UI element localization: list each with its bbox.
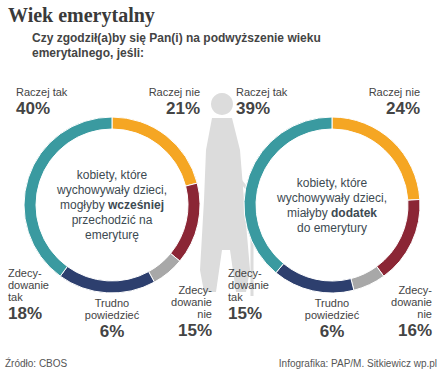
- svg-text:kobiety, które: kobiety, które: [77, 168, 148, 182]
- svg-text:18%: 18%: [8, 304, 42, 323]
- svg-text:6%: 6%: [100, 322, 125, 341]
- svg-text:powiedzieć: powiedzieć: [305, 309, 360, 321]
- svg-text:15%: 15%: [228, 304, 262, 323]
- svg-text:emerytalnego, jeśli:: emerytalnego, jeśli:: [32, 46, 144, 60]
- svg-text:wcześniej: wcześniej: [107, 198, 164, 212]
- svg-text:Zdecy-: Zdecy-: [228, 267, 262, 279]
- svg-text:Raczej nie: Raczej nie: [149, 86, 200, 98]
- svg-text:do emerytury: do emerytury: [297, 221, 367, 235]
- svg-text:Raczej nie: Raczej nie: [369, 86, 420, 98]
- svg-text:Infografika: PAP/M. Sitkiewicz: Infografika: PAP/M. Sitkiewicz wp.pl: [279, 358, 437, 369]
- svg-text:miałyby: miałyby: [287, 206, 331, 220]
- svg-text:Zdecy-: Zdecy-: [398, 284, 432, 296]
- svg-text:Wiek emerytalny: Wiek emerytalny: [8, 4, 155, 27]
- svg-text:powiedzieć: powiedzieć: [85, 309, 140, 321]
- svg-text:nie: nie: [197, 308, 212, 320]
- svg-text:dodatek: dodatek: [331, 206, 377, 220]
- svg-text:Czy zgodził(a)by się Pan(i) na: Czy zgodził(a)by się Pan(i) na podwyższe…: [32, 31, 321, 45]
- svg-text:mogłyby: mogłyby: [60, 198, 108, 212]
- svg-text:21%: 21%: [166, 99, 200, 118]
- svg-text:16%: 16%: [398, 321, 432, 340]
- svg-text:dowanie: dowanie: [8, 279, 49, 291]
- svg-text:przechodzić na: przechodzić na: [72, 213, 153, 227]
- svg-text:wychowywały dzieci,: wychowywały dzieci,: [56, 183, 167, 197]
- svg-text:dowanie: dowanie: [391, 296, 432, 308]
- svg-text:nie: nie: [417, 308, 432, 320]
- svg-text:39%: 39%: [236, 99, 270, 118]
- svg-text:6%: 6%: [320, 322, 345, 341]
- svg-text:tak: tak: [8, 291, 23, 303]
- svg-text:Trudno: Trudno: [95, 297, 129, 309]
- svg-text:24%: 24%: [386, 99, 420, 118]
- svg-text:Raczej tak: Raczej tak: [16, 86, 68, 98]
- svg-text:emeryturę: emeryturę: [85, 228, 139, 242]
- svg-text:Źródło: CBOS: Źródło: CBOS: [5, 357, 68, 369]
- svg-text:dowanie: dowanie: [228, 279, 269, 291]
- svg-text:Raczej tak: Raczej tak: [236, 86, 288, 98]
- svg-text:Zdecy-: Zdecy-: [178, 284, 212, 296]
- svg-text:40%: 40%: [16, 99, 50, 118]
- svg-text:tak: tak: [228, 291, 243, 303]
- svg-text:Zdecy-: Zdecy-: [8, 267, 42, 279]
- svg-text:15%: 15%: [178, 321, 212, 340]
- svg-text:dowanie: dowanie: [171, 296, 212, 308]
- svg-text:wychowywały dzieci,: wychowywały dzieci,: [276, 191, 387, 205]
- svg-text:Trudno: Trudno: [315, 297, 349, 309]
- svg-text:kobiety, które: kobiety, które: [297, 176, 368, 190]
